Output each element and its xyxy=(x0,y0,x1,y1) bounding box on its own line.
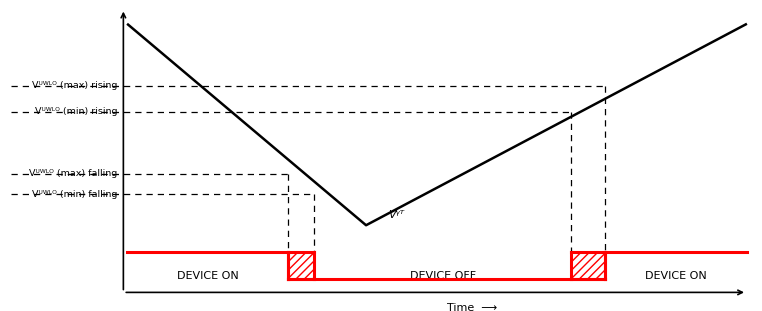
Text: Vᵞᵀ: Vᵞᵀ xyxy=(389,210,405,220)
Bar xyxy=(288,252,314,280)
Bar xyxy=(572,252,605,280)
Text: DEVICE ON: DEVICE ON xyxy=(645,271,707,281)
Text: Time  ⟶: Time ⟶ xyxy=(447,303,498,311)
Text: Vᵁᵂᴸᴼ (min) rising: Vᵁᵂᴸᴼ (min) rising xyxy=(35,107,117,116)
Text: Vᵁᵂᴸᴼ (min) falling: Vᵁᵂᴸᴼ (min) falling xyxy=(32,190,117,199)
Text: Vᵁᵂᴸᴼ (max) rising: Vᵁᵂᴸᴼ (max) rising xyxy=(32,81,117,90)
Text: DEVICE ON: DEVICE ON xyxy=(177,271,239,281)
Text: Vᵁᵂᴸᴼ (max) falling: Vᵁᵂᴸᴼ (max) falling xyxy=(29,169,117,178)
Text: DEVICE OFF: DEVICE OFF xyxy=(409,271,475,281)
